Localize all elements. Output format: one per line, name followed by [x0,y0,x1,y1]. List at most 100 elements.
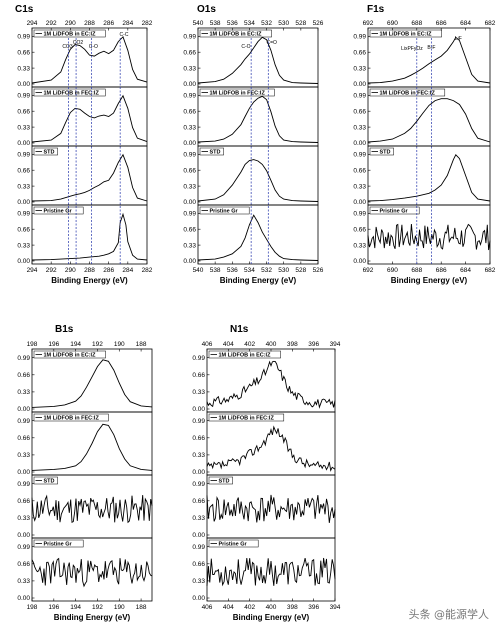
x-top-tick-label: 404 [223,341,234,348]
x-bottom-tick-label: 284 [122,267,133,274]
panel-frame [31,537,153,602]
y-tick-label: 0.99 [353,34,366,41]
x-top-tick-label: 692 [363,20,374,27]
y-tick-label: 0.66 [17,226,30,233]
peak-annotation: C=O [267,40,278,46]
x-top-tick-label: 294 [27,20,38,27]
x-top-tick-label: 396 [308,341,319,348]
panel-frame [197,204,319,265]
x-bottom-tick-label: 406 [202,604,213,611]
y-tick-label: 0.00 [192,595,205,602]
panel: 0.99 0.66 0.33 0.00 1M LiDFOB in FEC:IZ [17,86,148,147]
legend-label: STD [219,479,230,485]
y-tick-label: 0.33 [192,578,205,585]
y-tick-label: 0.66 [183,108,196,115]
x-bottom-tick-label: 196 [48,604,59,611]
panel: 0.99 0.66 0.33 0.00 1M LiDFOB in EC:IZ [183,27,319,88]
y-tick-label: 0.99 [353,152,366,159]
y-tick-label: 0.00 [183,81,196,88]
peak-annotation: C-O [89,44,98,50]
y-tick-label: 0.33 [17,452,30,459]
x-bottom-tick-label: 536 [227,267,238,274]
x-bottom-tick-label: 198 [27,604,38,611]
legend-box [369,147,394,156]
y-tick-label: 0.33 [353,65,366,72]
y-tick-label: 0.33 [17,389,30,396]
series-line [197,36,319,84]
panel: 0.99 0.66 0.33 0.00 1M LiDFOB in FEC:IZ [17,411,153,476]
y-tick-label: 0.99 [192,355,205,362]
x-bottom-tick-label: 540 [193,267,204,274]
x-top-tick-label: 198 [27,341,38,348]
y-tick-label: 0.00 [17,199,30,206]
y-tick-label: 0.66 [17,108,30,115]
peak-annotation: C-O [241,44,250,50]
y-tick-label: 0.00 [353,199,366,206]
peak-annotation: B-F [427,45,435,51]
x-top-tick-label: 190 [114,341,125,348]
y-tick-label: 0.66 [353,167,366,174]
panel: 0.99 0.66 0.33 0.00 STD [353,145,491,206]
legend-box [208,350,281,359]
legend-box [369,88,446,97]
y-tick-label: 0.99 [192,418,205,425]
legend-box [199,88,275,97]
x-top-tick-label: 536 [227,20,238,27]
panel-frame [367,204,491,265]
y-tick-label: 0.00 [353,258,366,265]
panel: 0.99 0.66 0.33 0.00 1M LiDFOB in FEC:IZ [183,86,319,147]
x-top-tick-label: 196 [48,341,59,348]
legend-box [33,147,58,156]
y-tick-label: 0.33 [183,242,196,249]
x-axis-label: Binding Energy (eV) [54,613,131,622]
x-top-tick-label: 400 [266,341,277,348]
y-tick-label: 0.33 [183,65,196,72]
legend-label: STD [210,150,221,156]
legend-box [208,476,233,485]
x-bottom-tick-label: 530 [278,267,289,274]
series-line [31,423,153,471]
x-top-tick-label: 540 [193,20,204,27]
y-tick-label: 0.99 [17,355,30,362]
x-bottom-tick-label: 684 [460,267,471,274]
y-tick-label: 0.66 [353,49,366,56]
legend-label: 1M LiDFOB in FEC:IZ [380,91,436,97]
y-tick-label: 0.99 [17,152,30,159]
series-line [31,35,148,84]
x-top-tick-label: 534 [244,20,255,27]
x-top-tick-label: 406 [202,341,213,348]
series-line [31,494,153,524]
legend-label: Pristine Gr [210,209,239,215]
series-line [206,425,336,472]
x-bottom-tick-label: 400 [266,604,277,611]
series-line [206,494,336,523]
y-tick-label: 0.99 [17,34,30,41]
x-top-tick-label: 194 [70,341,81,348]
y-tick-label: 0.33 [183,183,196,190]
y-tick-label: 0.33 [17,65,30,72]
legend-label: Pristine Gr [219,542,248,548]
x-top-tick-label: 398 [287,341,298,348]
chart-title: O1s [197,4,216,15]
y-tick-label: 0.66 [183,226,196,233]
y-tick-label: 0.33 [192,452,205,459]
x-bottom-tick-label: 690 [387,267,398,274]
y-tick-label: 0.66 [192,372,205,379]
y-tick-label: 0.99 [183,152,196,159]
x-axis-label: Binding Energy (eV) [233,613,310,622]
chart-title: B1s [55,324,74,335]
x-top-tick-label: 394 [330,341,341,348]
legend-box [33,88,106,97]
x-bottom-tick-label: 682 [485,267,496,274]
legend-label: 1M LiDFOB in FEC:IZ [44,91,100,97]
legend-label: 1M LiDFOB in EC:IZ [44,353,97,359]
x-bottom-tick-label: 290 [65,267,76,274]
y-tick-label: 0.99 [183,211,196,218]
y-tick-label: 0.33 [17,242,30,249]
watermark: 头条 @能源学人 [408,608,490,621]
x-bottom-tick-label: 190 [114,604,125,611]
x-top-tick-label: 284 [122,20,133,27]
y-tick-label: 0.99 [183,93,196,100]
legend-box [208,539,259,548]
